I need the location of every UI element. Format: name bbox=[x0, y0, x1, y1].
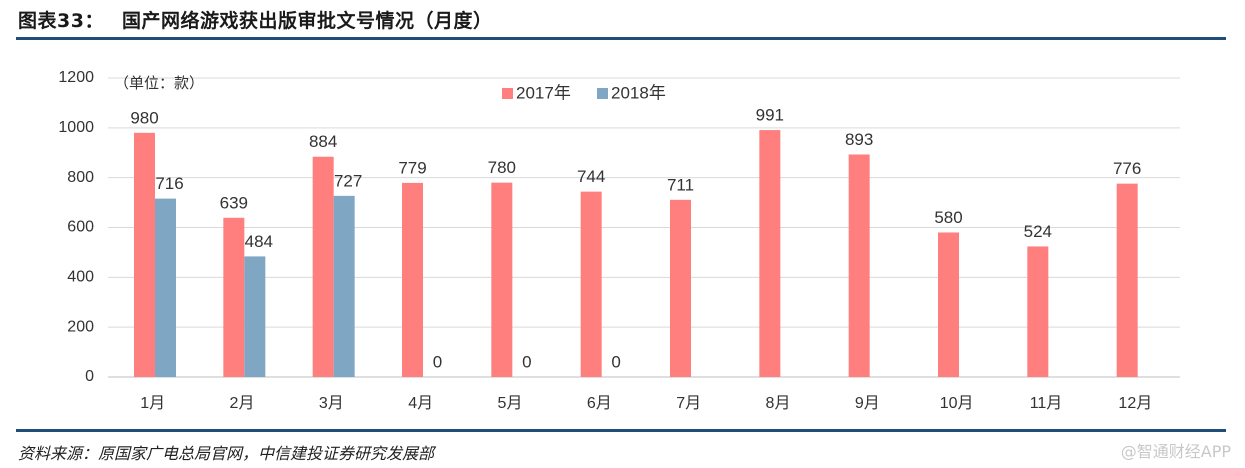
data-label: 484 bbox=[245, 232, 273, 251]
bar-2017年 bbox=[938, 232, 959, 377]
data-label: 991 bbox=[756, 106, 784, 125]
legend: 2017年 2018年 bbox=[502, 83, 666, 102]
source-note: 资料来源：原国家广电总局官网，中信建投证券研究发展部 bbox=[18, 444, 435, 463]
y-tick-label: 1200 bbox=[58, 69, 94, 86]
bars bbox=[134, 130, 1138, 377]
watermark: @智通财经APP bbox=[1120, 442, 1231, 461]
bar-2018年 bbox=[155, 198, 176, 377]
legend-label: 2017年 bbox=[516, 83, 571, 102]
gridlines bbox=[108, 77, 1180, 378]
x-tick-label: 4月 bbox=[408, 395, 433, 412]
figure-caption: 国产网络游戏获出版审批文号情况（月度） bbox=[121, 10, 493, 32]
data-label: 639 bbox=[220, 193, 248, 212]
x-tick-label: 8月 bbox=[766, 395, 791, 412]
x-tick-label: 1月 bbox=[140, 395, 165, 412]
bar-2017年 bbox=[848, 154, 870, 377]
x-tick-label: 6月 bbox=[587, 395, 612, 412]
x-tick-label: 3月 bbox=[319, 395, 344, 412]
bar-2017年 bbox=[312, 156, 334, 377]
x-axis-ticks: 1月 2月 3月 4月 5月 6月 7月 8月 9月 10月 11月 12月 bbox=[140, 395, 1152, 412]
data-label: 580 bbox=[934, 208, 962, 227]
bar-2017年 bbox=[1027, 246, 1049, 377]
bar-2017年 bbox=[223, 217, 245, 377]
x-tick-label: 12月 bbox=[1118, 395, 1152, 412]
title-divider bbox=[16, 37, 1226, 40]
data-label: 980 bbox=[130, 108, 158, 127]
x-tick-label: 7月 bbox=[676, 395, 701, 412]
bar-2018年 bbox=[244, 256, 266, 377]
y-tick-label: 0 bbox=[85, 368, 94, 385]
figure-title: 图表33： 国产网络游戏获出版审批文号情况（月度） bbox=[18, 6, 492, 33]
legend-label: 2018年 bbox=[611, 83, 666, 102]
y-tick-label: 200 bbox=[67, 318, 94, 335]
x-tick-label: 2月 bbox=[230, 395, 255, 412]
x-tick-label: 5月 bbox=[498, 395, 523, 412]
data-label: 716 bbox=[155, 174, 183, 193]
bar-2017年 bbox=[580, 191, 602, 377]
bar-2017年 bbox=[402, 182, 423, 377]
bar-2017年 bbox=[1116, 183, 1138, 377]
y-tick-label: 400 bbox=[67, 269, 94, 286]
data-label: 780 bbox=[488, 158, 516, 177]
data-label: 0 bbox=[522, 352, 531, 371]
legend-swatch bbox=[597, 88, 608, 99]
data-label: 776 bbox=[1113, 159, 1141, 178]
data-label: 893 bbox=[845, 130, 873, 149]
footer-divider bbox=[16, 429, 1226, 432]
y-axis-ticks: 0 200 400 600 800 1000 1200 bbox=[58, 69, 94, 385]
bar-2017年 bbox=[491, 182, 513, 377]
data-labels: 980 716 639 484 884 727 779 0 780 0 744 0 711 991 893 5… bbox=[130, 106, 1141, 372]
x-tick-label: 9月 bbox=[855, 395, 880, 412]
legend-swatch bbox=[502, 88, 513, 99]
data-label: 0 bbox=[433, 352, 442, 371]
data-label: 779 bbox=[398, 158, 426, 177]
x-tick-label: 10月 bbox=[940, 395, 974, 412]
y-tick-label: 1000 bbox=[58, 119, 94, 136]
data-label: 711 bbox=[667, 175, 694, 194]
unit-label: （单位：款） bbox=[114, 75, 204, 92]
data-label: 727 bbox=[334, 171, 362, 190]
y-tick-label: 600 bbox=[67, 219, 94, 236]
data-label: 0 bbox=[611, 352, 620, 371]
bar-2017年 bbox=[134, 132, 155, 377]
figure-number: 图表33： bbox=[18, 10, 104, 32]
bar-2018年 bbox=[333, 195, 355, 377]
bar-2017年 bbox=[759, 130, 781, 377]
bar-2017年 bbox=[670, 199, 691, 377]
x-tick-label: 11月 bbox=[1030, 395, 1063, 412]
data-label: 524 bbox=[1024, 222, 1052, 241]
data-label: 884 bbox=[309, 132, 337, 151]
y-tick-label: 800 bbox=[67, 169, 94, 186]
data-label: 744 bbox=[577, 167, 605, 186]
